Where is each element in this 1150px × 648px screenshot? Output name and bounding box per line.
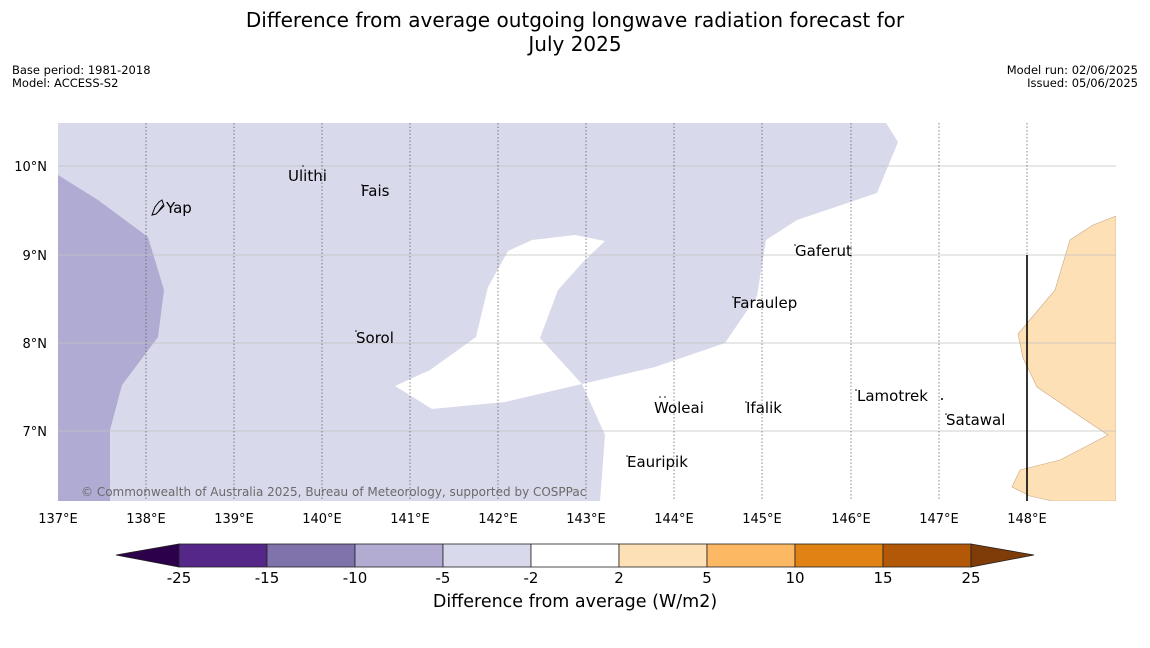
map-fields (58, 123, 1116, 501)
place-eauripik: Eauripik (627, 453, 688, 471)
colorbar-tick-label: -5 (436, 569, 451, 587)
colorbar-tick-label: 2 (614, 569, 624, 587)
place-sorol: Sorol (356, 329, 394, 347)
colorbar-tick-label: -10 (343, 569, 368, 587)
colorbar: -25 -15 -10 -5 -2 2 5 10 15 25 (115, 543, 1035, 587)
colorbar-tick-label: -25 (167, 569, 192, 587)
lat-label-10n: 10°N (14, 160, 47, 175)
base-period: Base period: 1981-2018 (12, 63, 151, 77)
colorbar-segment (706, 543, 796, 568)
colorbar-tick-label: 15 (873, 569, 892, 587)
lon-label-141e: 141°E (390, 512, 430, 527)
region-plus2-plus5 (1011, 215, 1116, 501)
colorbar-segment (354, 543, 444, 568)
lon-labels: 137°E 138°E 139°E 140°E 141°E 142°E 143°… (38, 512, 1047, 527)
colorbar-segments (178, 543, 972, 568)
lon-label-148e: 148°E (1007, 512, 1047, 527)
place-yap: Yap (165, 199, 192, 217)
model-run: Model run: 02/06/2025 (1006, 63, 1138, 77)
region-neutral (395, 235, 605, 409)
yap-island-shape (151, 199, 165, 216)
lon-label-140e: 140°E (302, 512, 342, 527)
chart-title: Difference from average outgoing longwav… (0, 8, 1150, 56)
issued-date: Issued: 05/06/2025 (1027, 76, 1138, 90)
colorbar-tick-label: 5 (702, 569, 712, 587)
lat-labels: 10°N 9°N 8°N 7°N (14, 160, 47, 440)
colorbar-segment (794, 543, 884, 568)
place-woleai: Woleai (654, 399, 704, 417)
colorbar-segment (266, 543, 356, 568)
lon-gridlines (145, 123, 1028, 501)
colorbar-segment (882, 543, 972, 568)
copyright-text: © Commonwealth of Australia 2025, Bureau… (81, 485, 586, 499)
place-satawal: Satawal (946, 411, 1005, 429)
colorbar-tick-label: -2 (524, 569, 539, 587)
colorbar-tick-label: 10 (785, 569, 804, 587)
colorbar-extend-high (970, 543, 1035, 568)
lon-label-145e: 145°E (742, 512, 782, 527)
meta-right: Model run: 02/06/2025 Issued: 05/06/2025 (1007, 64, 1138, 90)
place-ifalik: Ifalik (746, 399, 782, 417)
lon-label-144e: 144°E (654, 512, 694, 527)
colorbar-ticks: -25 -15 -10 -5 -2 2 5 10 15 25 (167, 569, 981, 587)
colorbar-segment (618, 543, 708, 568)
model-name: Model: ACCESS-S2 (12, 76, 119, 90)
colorbar-title: Difference from average (W/m2) (432, 592, 718, 612)
lon-label-146e: 146°E (831, 512, 871, 527)
colorbar-tick-label: 25 (961, 569, 980, 587)
lon-label-143e: 143°E (566, 512, 606, 527)
lat-label-8n: 8°N (23, 337, 48, 352)
colorbar-segment (178, 543, 268, 568)
place-labels: Ulithi Fais Yap Gaferut Faraulep Sorol W… (165, 167, 1005, 471)
region-minus5-minus2 (58, 123, 898, 501)
lat-label-9n: 9°N (23, 249, 48, 264)
place-ulithi: Ulithi (288, 167, 327, 185)
place-fais: Fais (361, 182, 390, 200)
colorbar-tick-label: -15 (255, 569, 280, 587)
lon-label-137e: 137°E (38, 512, 78, 527)
lon-label-142e: 142°E (478, 512, 518, 527)
lat-label-7n: 7°N (23, 425, 48, 440)
lon-label-139e: 139°E (214, 512, 254, 527)
lon-label-147e: 147°E (919, 512, 959, 527)
place-faraulep: Faraulep (733, 294, 797, 312)
colorbar-extend-low (115, 543, 180, 568)
colorbar-segment (530, 543, 620, 568)
lon-label-138e: 138°E (126, 512, 166, 527)
island-dots (302, 165, 947, 457)
meta-left: Base period: 1981-2018 Model: ACCESS-S2 (12, 64, 151, 90)
region-minus10-minus5 (58, 175, 164, 501)
place-lamotrek: Lamotrek (857, 387, 928, 405)
title-line-2: July 2025 (528, 32, 622, 56)
title-line-1: Difference from average outgoing longwav… (245, 8, 905, 32)
colorbar-segment (442, 543, 532, 568)
place-gaferut: Gaferut (795, 242, 852, 260)
